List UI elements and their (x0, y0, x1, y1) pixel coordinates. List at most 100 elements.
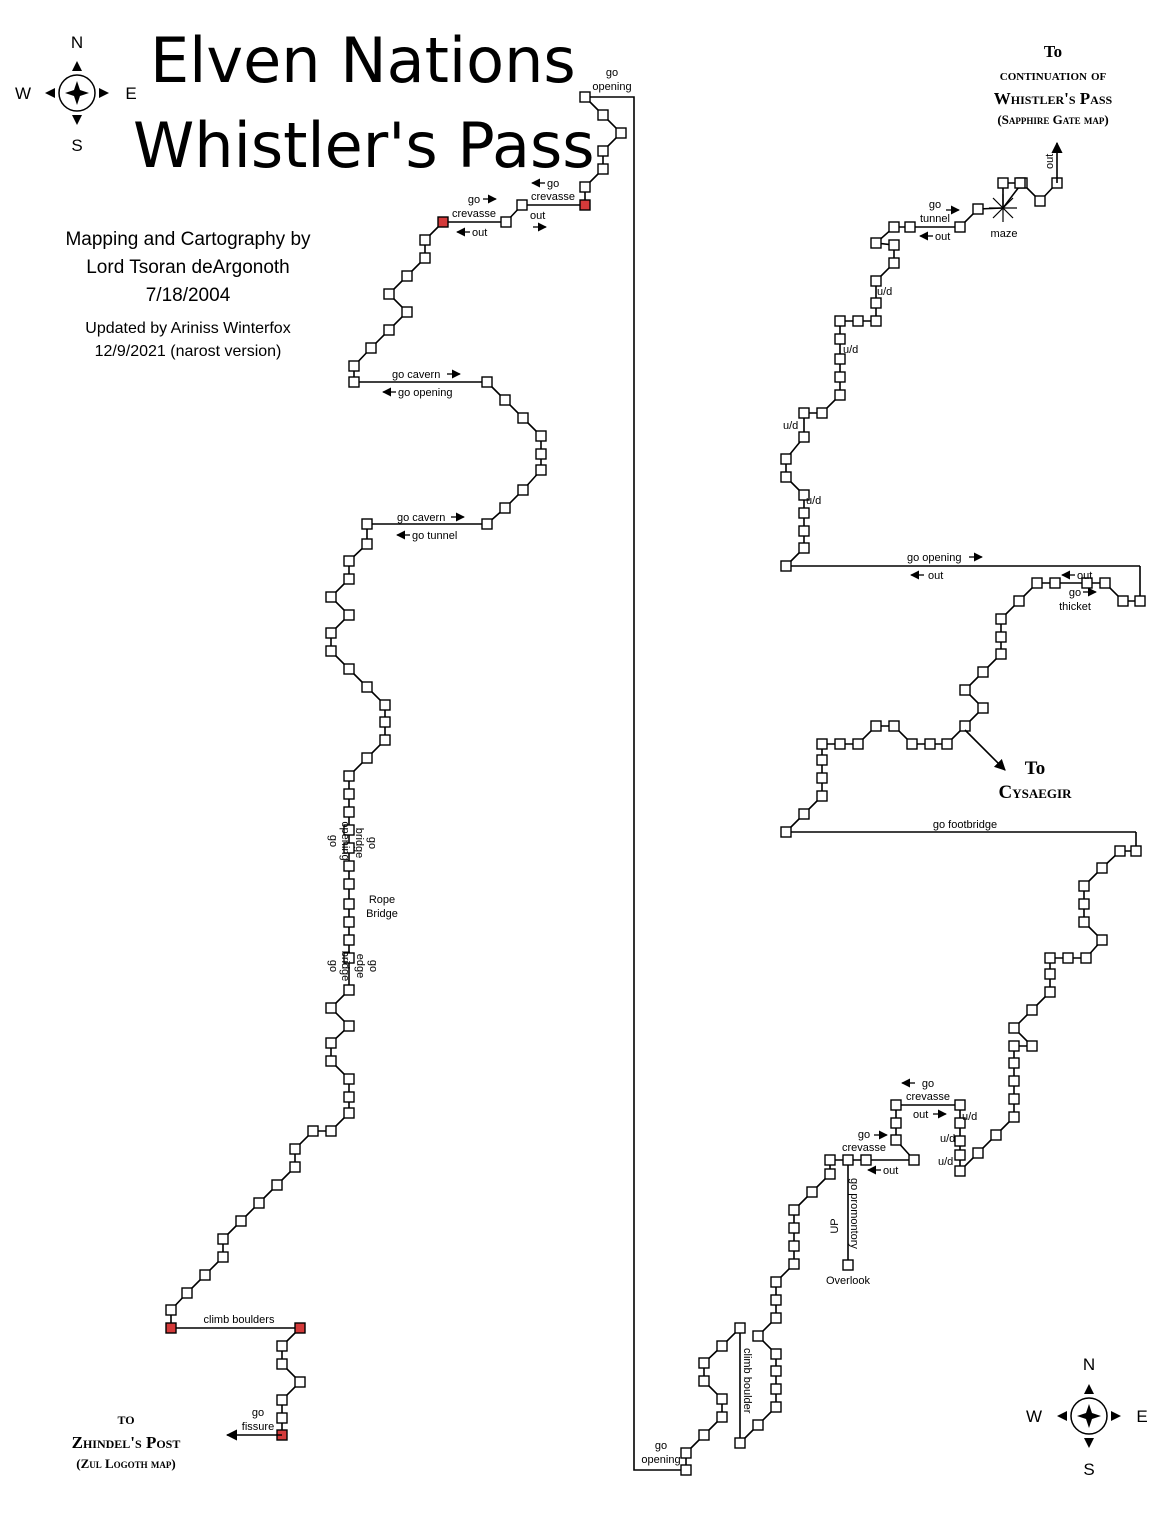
room (1078, 898, 1090, 910)
path-segment (486, 381, 542, 525)
room (343, 806, 355, 818)
label-climb-boulder: climb boulder (741, 1348, 753, 1414)
room (325, 1125, 337, 1137)
label-ud-3: u/d (783, 420, 798, 432)
room (816, 738, 828, 750)
room (379, 734, 391, 746)
room (954, 1099, 966, 1111)
room (276, 1358, 288, 1370)
label-go-edge-a: go (367, 960, 379, 972)
special-room (437, 216, 449, 228)
room (1008, 1093, 1020, 1105)
room (870, 720, 882, 732)
rooms (165, 91, 1146, 1476)
label-go-bridge-1a: go (366, 837, 378, 849)
label-go-crevasse-2a: go (547, 178, 559, 190)
room (343, 860, 355, 872)
credit-date: 7/18/2004 (146, 285, 231, 306)
room (343, 934, 355, 946)
room (734, 1322, 746, 1334)
compass-n-2: N (1083, 1355, 1095, 1374)
room (770, 1348, 782, 1360)
room (780, 560, 792, 572)
label-go-fissure-b: fissure (242, 1421, 274, 1433)
room (481, 518, 493, 530)
path-labels: go opening go crevasse out go crevasse o… (204, 67, 1093, 1466)
room (1034, 195, 1046, 207)
room (1031, 577, 1043, 589)
room (870, 315, 882, 327)
room (770, 1401, 782, 1413)
room (1026, 1040, 1038, 1052)
room (995, 631, 1007, 643)
room (770, 1276, 782, 1288)
room (615, 127, 627, 139)
label-go-crevasse-4b: crevasse (842, 1142, 886, 1154)
room (1044, 968, 1056, 980)
room (824, 1154, 836, 1166)
label-ud-2: u/d (843, 344, 858, 356)
room (343, 916, 355, 928)
update-line2: 12/9/2021 (narost version) (95, 343, 282, 360)
room (343, 1073, 355, 1085)
room (716, 1340, 728, 1352)
room (343, 824, 355, 836)
dest-sw-to: to (117, 1409, 134, 1428)
room (816, 790, 828, 802)
room (516, 199, 528, 211)
room (698, 1429, 710, 1441)
room (499, 394, 511, 406)
room (276, 1412, 288, 1424)
label-go-crevasse-3a: go (922, 1078, 934, 1090)
compass-n: N (71, 33, 83, 52)
room (401, 306, 413, 318)
room (379, 699, 391, 711)
compass-rose-bottom: N S W E (1026, 1355, 1148, 1479)
room (924, 738, 936, 750)
room (698, 1375, 710, 1387)
label-ud-1: u/d (877, 286, 892, 298)
room (1014, 177, 1026, 189)
compass-w: W (15, 84, 31, 103)
label-out-4: out (1044, 154, 1056, 169)
label-overlook: Overlook (826, 1275, 871, 1287)
label-go-opening-2a: go (327, 835, 339, 847)
room (325, 591, 337, 603)
room (165, 1304, 177, 1316)
label-go-footbridge: go footbridge (933, 819, 997, 831)
room (1096, 862, 1108, 874)
compass-rose-top: N S W E (15, 33, 137, 155)
label-out-5: out (928, 570, 943, 582)
map-title-line2: Whistler's Pass (133, 109, 595, 182)
room (698, 1357, 710, 1369)
room (888, 720, 900, 732)
room (806, 1186, 818, 1198)
room (780, 826, 792, 838)
label-go-fissure-a: go (252, 1407, 264, 1419)
label-go-opening-top-2: opening (592, 81, 631, 93)
room (834, 738, 846, 750)
room (383, 324, 395, 336)
special-room (579, 199, 591, 211)
room (1008, 1022, 1020, 1034)
room (954, 1135, 966, 1147)
label-go-bridge-2b: bridge (339, 951, 351, 982)
room (798, 431, 810, 443)
room (579, 181, 591, 193)
room (752, 1419, 764, 1431)
label-go-crevasse-2b: crevasse (531, 191, 575, 203)
label-out-8: out (883, 1165, 898, 1177)
label-go-thicket-b: thicket (1059, 601, 1091, 613)
label-go-opening-bottom-b: opening (641, 1454, 680, 1466)
room (343, 788, 355, 800)
label-ud-6: u/d (940, 1133, 955, 1145)
room (788, 1222, 800, 1234)
room (1134, 595, 1146, 607)
room (307, 1125, 319, 1137)
room (888, 239, 900, 251)
room (954, 1117, 966, 1129)
room (860, 1154, 872, 1166)
path-segment (353, 221, 444, 382)
room (870, 297, 882, 309)
